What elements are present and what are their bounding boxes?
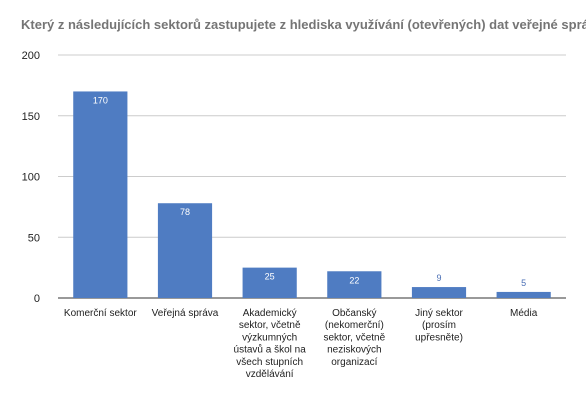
data-label: 22 xyxy=(349,275,359,285)
bar xyxy=(73,91,128,298)
y-tick-label: 100 xyxy=(22,172,40,184)
category-label-line: sektor, včetně xyxy=(323,332,385,343)
category-label-line: Média xyxy=(510,308,538,319)
bar xyxy=(242,267,297,298)
bar xyxy=(496,291,551,298)
category-label-line: vzdělávání xyxy=(246,369,294,380)
x-axis: Komerční sektor Veřejná správa Akademický s… xyxy=(64,308,538,380)
category-label-line: upřesněte) xyxy=(415,332,463,343)
category-label-line: Komerční sektor xyxy=(64,308,137,319)
chart-title: Který z následujících sektorů zastupujet… xyxy=(21,17,586,32)
category-label-line: všech stupních xyxy=(236,357,303,368)
category-label: Jiný sektor (prosím upřesněte) xyxy=(415,308,463,343)
y-tick-label: 50 xyxy=(28,232,40,244)
data-label: 25 xyxy=(265,272,275,282)
y-tick-label: 150 xyxy=(22,111,40,123)
category-label-line: ústavů a škol na xyxy=(234,344,307,356)
category-label-line: sektor, včetně xyxy=(239,320,301,331)
category-label: Veřejná správa xyxy=(152,308,219,319)
category-label-line: (nekomerční) xyxy=(325,320,384,331)
category-label-line: Akademický xyxy=(243,308,297,319)
category-label-line: (prosím xyxy=(422,320,456,331)
category-label-line: neziskových xyxy=(327,345,381,356)
bar xyxy=(327,271,382,298)
gridlines xyxy=(58,54,566,299)
data-label: 5 xyxy=(521,278,526,288)
bars xyxy=(73,91,551,298)
bar xyxy=(411,287,467,298)
category-label-line: organizací xyxy=(331,357,377,368)
category-label: Akademický sektor, včetně výzkumných ústavů… xyxy=(234,308,307,380)
category-label: Média xyxy=(510,308,538,319)
category-label-line: Občanský xyxy=(332,308,376,319)
y-tick-label: 0 xyxy=(34,293,40,305)
data-label: 170 xyxy=(93,95,108,105)
y-axis: 0 50 100 150 200 xyxy=(22,50,40,305)
category-label-line: Jiný sektor xyxy=(415,308,463,319)
bar xyxy=(157,203,213,298)
data-labels: 170 78 25 22 9 5 xyxy=(93,95,526,287)
data-label: 9 xyxy=(436,273,441,283)
category-label: Občanský (nekomerční) sektor, včetně nezisk… xyxy=(323,308,385,368)
y-tick-label: 200 xyxy=(22,50,40,62)
category-label: Komerční sektor xyxy=(64,308,137,319)
category-label-line: Veřejná správa xyxy=(152,308,219,319)
data-label: 78 xyxy=(180,207,190,217)
category-label-line: výzkumných xyxy=(242,332,297,343)
